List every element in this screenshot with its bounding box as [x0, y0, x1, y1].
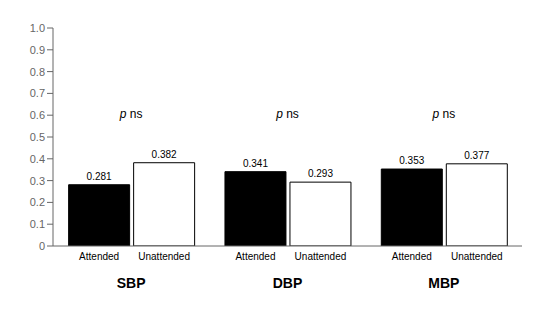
svg-text:Unattended: Unattended — [295, 251, 347, 262]
svg-text:Attended: Attended — [235, 251, 275, 262]
svg-text:0.382: 0.382 — [152, 149, 177, 160]
svg-text:0.8: 0.8 — [30, 66, 45, 78]
svg-text:p ns: p ns — [119, 107, 143, 121]
svg-text:0.1: 0.1 — [30, 218, 45, 230]
svg-text:1.0: 1.0 — [30, 22, 45, 34]
svg-text:Unattended: Unattended — [451, 251, 503, 262]
svg-text:0.5: 0.5 — [30, 131, 45, 143]
svg-text:SBP: SBP — [117, 275, 146, 291]
svg-text:0: 0 — [39, 240, 45, 252]
svg-text:0.3: 0.3 — [30, 175, 45, 187]
svg-text:0.2: 0.2 — [30, 196, 45, 208]
svg-text:0.4: 0.4 — [30, 153, 45, 165]
svg-text:p ns: p ns — [275, 107, 299, 121]
svg-text:0.293: 0.293 — [308, 168, 333, 179]
svg-text:MBP: MBP — [428, 275, 459, 291]
svg-text:0.341: 0.341 — [243, 158, 268, 169]
svg-text:0.7: 0.7 — [30, 87, 45, 99]
svg-text:p ns: p ns — [431, 107, 455, 121]
svg-text:Attended: Attended — [79, 251, 119, 262]
svg-text:0.9: 0.9 — [30, 44, 45, 56]
svg-text:Unattended: Unattended — [138, 251, 190, 262]
svg-text:0.377: 0.377 — [464, 150, 489, 161]
svg-text:0.6: 0.6 — [30, 109, 45, 121]
svg-text:DBP: DBP — [273, 275, 303, 291]
svg-text:0.353: 0.353 — [399, 155, 424, 166]
svg-text:Attended: Attended — [392, 251, 432, 262]
svg-text:0.281: 0.281 — [87, 171, 112, 182]
